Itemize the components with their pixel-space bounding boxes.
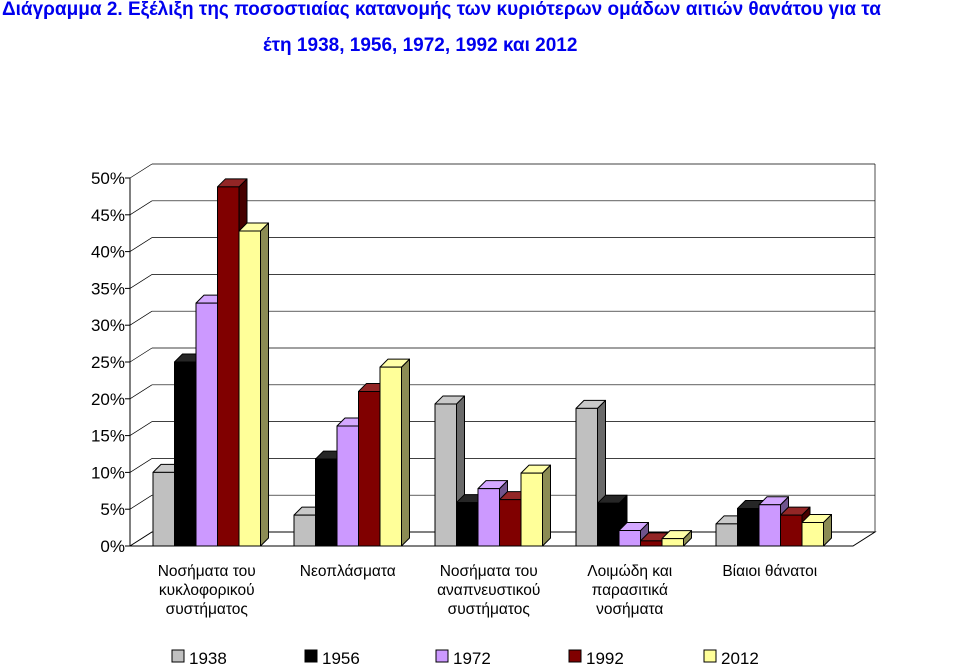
y-tick-label: 25% [91,353,125,372]
bar-front [379,366,402,547]
x-category-label: συστήματος [166,601,248,618]
gridline-side [129,347,153,363]
legend-label-1972: 1972 [453,649,491,668]
bar-front [293,514,316,547]
bar-front [358,390,381,547]
bar-front [520,472,543,547]
legend-swatch-1956 [304,649,318,663]
gridline-side [129,384,153,400]
bar-front [217,186,240,547]
y-tick-label: 5% [100,500,125,519]
chart-title-line-1: Διάγραμμα 2. Εξέλιξη της ποσοστιαίας κατ… [2,0,881,20]
gridline-side [129,421,153,436]
y-tick-label: 20% [91,390,125,409]
gridline-side [129,274,153,289]
legend-swatch-1992 [568,649,582,663]
chart-title-line-2: έτη 1938, 1956, 1972, 1992 και 2012 [263,35,578,56]
x-category-label: Νοσήματα του [158,563,256,580]
legend-label-1956: 1956 [322,649,360,668]
legend-swatch-2012 [703,649,717,663]
bar-front [456,502,479,547]
y-tick-label: 10% [91,463,125,482]
x-category-label: συστήματος [448,601,530,618]
legend-label-1938: 1938 [189,649,227,668]
bar-front [477,488,500,547]
bar-front [174,361,197,547]
y-tick-label: 0% [100,537,125,556]
gridline-side [129,200,153,216]
x-category-label: κυκλοφορικού [159,582,255,599]
legend-label-2012: 2012 [721,649,759,668]
bar-side [401,358,410,547]
legend-swatch-1938 [171,649,185,663]
y-tick-label: 40% [91,243,125,262]
bar-front [315,458,338,547]
bar-front [801,521,824,547]
y-tick-label: 35% [91,279,125,298]
x-category-label: παρασιτικά [592,582,668,599]
y-tick-label: 15% [91,427,125,446]
bar-front [661,538,684,547]
x-category-label: Νεοπλάσματα [300,563,396,580]
bar-2012-3 [520,464,551,547]
bar-side [260,222,269,547]
bar-front [640,540,663,547]
bar-2012-4 [661,530,692,547]
gridline-side [129,310,153,326]
legend-label-1992: 1992 [586,649,624,668]
bar-2012-5 [801,513,832,547]
bar-2012-1 [238,222,269,547]
y-tick-label: 30% [91,316,125,335]
gridline-side [129,458,153,473]
bar-front [737,507,760,547]
bar-2012-2 [379,358,410,547]
bar-side [542,464,551,547]
bar-front [597,502,620,547]
gridline-side [129,163,153,179]
x-category-label: αναπνευστικού [437,582,540,599]
x-category-label: νοσήματα [596,601,663,618]
bar-front [434,403,457,547]
x-category-label: Νοσήματα του [440,563,538,580]
bar-front [575,407,598,547]
x-category-label: Λοιμώδη και [587,563,672,580]
x-category-label: Βίαιοι θάνατοι [722,563,817,580]
bar-front [195,302,218,547]
bar-front [758,504,781,547]
bar-front [780,514,803,547]
bar-front [336,425,359,547]
legend-swatch-1972 [435,649,449,663]
bar-front [238,230,261,547]
bar-front [499,499,522,547]
bar-front [715,523,738,547]
gridline-side [129,494,153,510]
bar-front [152,471,175,547]
gridline-side [129,237,153,252]
bar-front [618,530,641,547]
y-tick-label: 50% [91,169,125,188]
y-tick-label: 45% [91,206,125,225]
